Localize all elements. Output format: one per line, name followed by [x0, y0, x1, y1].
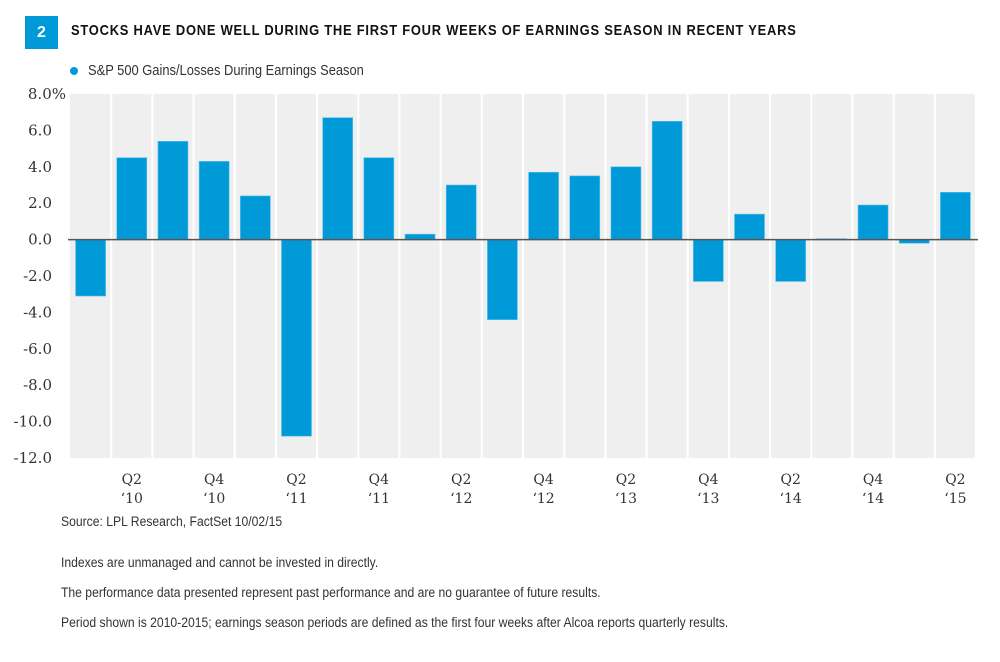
- x-tick-label-year: ‘13: [697, 491, 719, 507]
- x-tick-label: Q4: [863, 472, 883, 488]
- bar-q2-10: [116, 157, 148, 240]
- x-tick-label-year: ‘14: [780, 491, 802, 507]
- x-tick-label-year: ‘13: [615, 491, 637, 507]
- column-band: [441, 94, 481, 458]
- x-tick-label: Q4: [698, 472, 718, 488]
- y-tick-label: -8.0: [23, 376, 52, 394]
- bar-q4-10: [198, 161, 230, 240]
- column-band: [729, 94, 770, 458]
- x-tick-label: Q2: [780, 472, 800, 488]
- bar-q3-12: [487, 239, 518, 320]
- column-band: [606, 94, 646, 458]
- y-tick-label: 0.0: [28, 231, 52, 249]
- bar-q2-15: [940, 191, 971, 240]
- y-tick-label: 4.0: [28, 158, 52, 176]
- bar-q3-10: [157, 141, 189, 240]
- column-band: [935, 94, 975, 458]
- bar-q2-13: [610, 166, 642, 240]
- bar-q1-13: [569, 175, 601, 240]
- legend-label: S&P 500 Gains/Losses During Earnings Sea…: [88, 62, 364, 79]
- column-band: [235, 94, 275, 458]
- bar-q3-13: [651, 121, 683, 240]
- x-tick-label-year: ‘10: [203, 491, 225, 507]
- x-tick-label: Q2: [451, 472, 471, 488]
- x-tick-label-year: ‘14: [862, 491, 884, 507]
- plot-background: [70, 94, 975, 458]
- bar-q4-14: [857, 204, 889, 240]
- y-tick-label: -2.0: [23, 267, 52, 285]
- y-tick-label: 6.0: [28, 121, 52, 139]
- column-band: [853, 94, 893, 458]
- column-band: [112, 94, 152, 458]
- figure-number-badge: 2: [25, 16, 58, 49]
- bar-q2-14: [775, 239, 806, 282]
- x-axis-ticks: Q2 ‘10 Q4 ‘10 Q2 ‘11 Q4 ‘11 Q2 ‘12 Q4 ‘12 Q2 ‘13 Q4 ‘13…: [121, 472, 967, 507]
- y-tick-label: -10.0: [14, 413, 52, 431]
- footnote-3: Period shown is 2010-2015; earnings seas…: [61, 615, 729, 630]
- source-note: Source: LPL Research, FactSet 10/02/15: [61, 514, 283, 529]
- bar-q3-11: [322, 117, 353, 240]
- chart-title: STOCKS HAVE DONE WELL DURING THE FIRST F…: [71, 22, 797, 39]
- y-tick-label: 2.0: [28, 194, 52, 212]
- footnote-2: The performance data presented represent…: [61, 585, 601, 600]
- bar-q4-12: [528, 171, 559, 240]
- column-band: [565, 94, 605, 458]
- bar-q4-11: [363, 157, 395, 240]
- x-tick-label-year: ‘10: [121, 491, 143, 507]
- footnote-1: Indexes are unmanaged and cannot be inve…: [61, 555, 379, 570]
- bar-q2-12: [445, 184, 477, 240]
- bar-q2-11: [281, 239, 312, 437]
- bar-q1-10: [75, 239, 106, 297]
- y-axis-ticks: 8.0% 6.0 4.0 2.0 0.0 -2.0 -4.0 -6.0 -8.0 -10.0 -12…: [14, 85, 66, 467]
- bar-q1-14: [734, 213, 765, 240]
- column-band: [359, 94, 399, 458]
- x-tick-label-year: ‘15: [944, 491, 966, 507]
- column-band: [400, 94, 440, 458]
- x-tick-label: Q4: [204, 472, 224, 488]
- x-tick-label: Q2: [122, 472, 142, 488]
- x-tick-label-year: ‘12: [450, 491, 472, 507]
- x-tick-label: Q2: [286, 472, 306, 488]
- bar-q1-12: [404, 233, 436, 240]
- x-tick-label-year: ‘11: [285, 491, 307, 507]
- x-tick-label: Q2: [945, 472, 965, 488]
- x-tick-label: Q4: [369, 472, 389, 488]
- column-band: [894, 94, 934, 458]
- column-band: [812, 94, 852, 458]
- y-tick-label: -4.0: [23, 303, 52, 321]
- bar-q1-11: [240, 195, 271, 240]
- legend-marker-icon: [70, 66, 78, 75]
- x-tick-label-year: ‘11: [368, 491, 390, 507]
- bar-q4-13: [693, 239, 724, 282]
- column-band: [524, 94, 564, 458]
- column-band: [194, 94, 234, 458]
- legend: S&P 500 Gains/Losses During Earnings Sea…: [70, 62, 409, 79]
- y-tick-label: 8.0%: [28, 85, 66, 103]
- x-tick-label-year: ‘12: [532, 491, 554, 507]
- y-tick-label: -6.0: [23, 340, 52, 358]
- x-tick-label: Q4: [533, 472, 553, 488]
- y-tick-label: -12.0: [14, 449, 52, 467]
- x-tick-label: Q2: [616, 472, 636, 488]
